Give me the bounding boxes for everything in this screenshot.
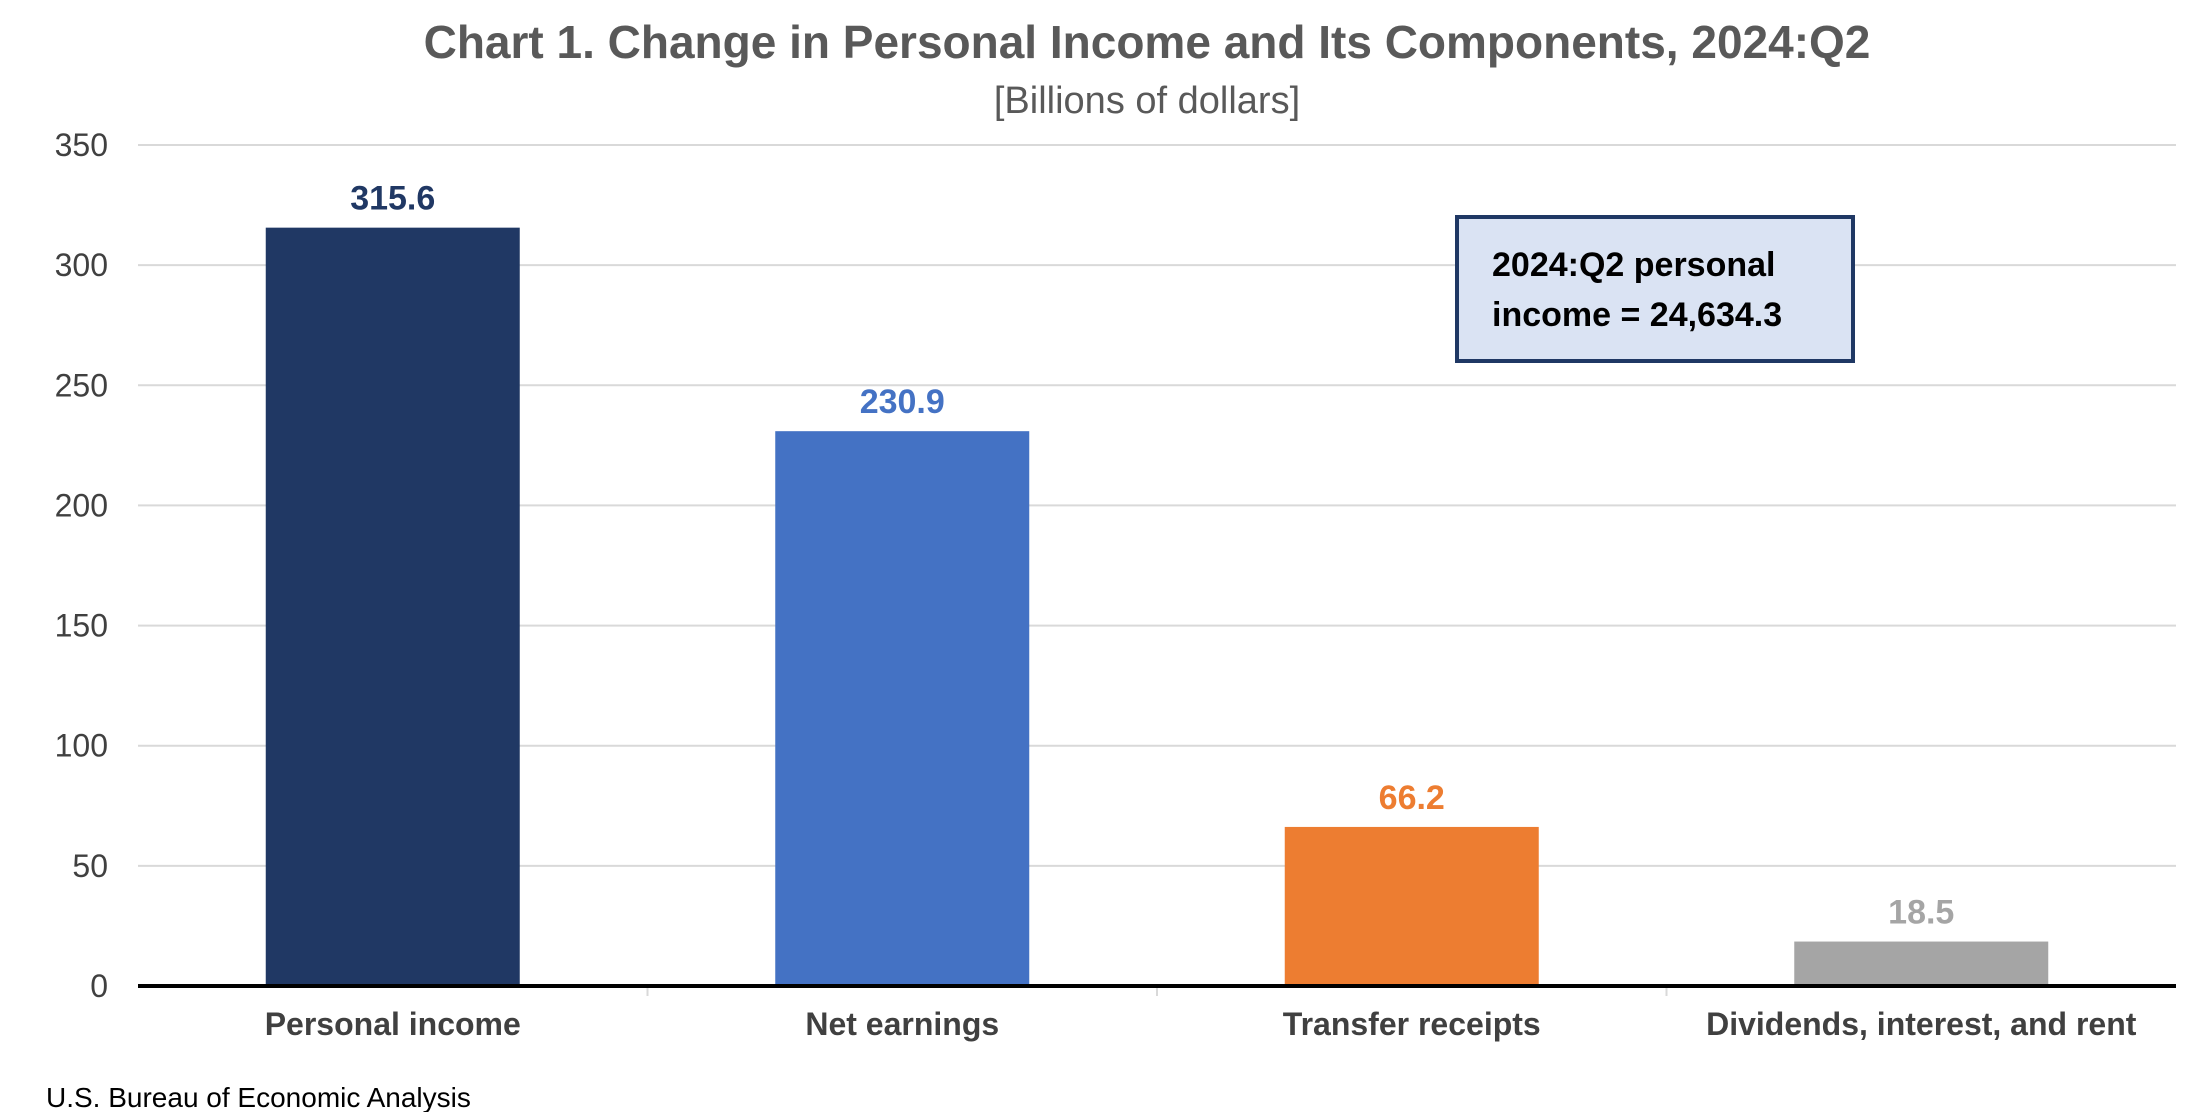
y-tick-label: 200 — [55, 487, 108, 523]
bar — [1794, 941, 2049, 986]
y-axis-ticks: 0 50 100 150 200 250 300 350 — [55, 127, 108, 1004]
data-labels: 315.6 230.9 66.2 18.5 — [350, 180, 1954, 932]
x-category-label: Transfer receipts — [1283, 1006, 1541, 1042]
y-tick-label: 100 — [55, 728, 108, 764]
x-axis — [138, 984, 2176, 996]
data-label: 315.6 — [350, 180, 435, 218]
annotation-box: 2024:Q2 personal income = 24,634.3 — [1455, 215, 1855, 363]
x-category-label: Dividends, interest, and rent — [1706, 1006, 2137, 1042]
y-tick-label: 300 — [55, 247, 108, 283]
bar — [265, 227, 520, 987]
x-axis-categories: Personal income Net earnings Transfer rece… — [265, 1006, 2137, 1042]
y-tick-label: 250 — [55, 367, 108, 403]
annotation-line-2: income = 24,634.3 — [1492, 296, 1782, 334]
y-tick-label: 50 — [72, 848, 108, 884]
y-tick-label: 150 — [55, 608, 108, 644]
bar — [775, 431, 1030, 986]
data-label: 230.9 — [860, 383, 945, 421]
x-category-label: Personal income — [265, 1006, 521, 1042]
bars — [265, 227, 2049, 987]
data-label: 18.5 — [1888, 894, 1954, 932]
annotation-line-1: 2024:Q2 personal — [1492, 246, 1775, 284]
y-tick-label: 0 — [90, 968, 108, 1004]
bar — [1284, 826, 1539, 986]
chart-subtitle: [Billions of dollars] — [994, 80, 1300, 122]
annotation-box-border — [1455, 215, 1855, 363]
chart-title: Chart 1. Change in Personal Income and I… — [424, 16, 1871, 68]
source-note: U.S. Bureau of Economic Analysis — [46, 1082, 471, 1112]
y-tick-label: 350 — [55, 127, 108, 163]
data-label: 66.2 — [1379, 779, 1445, 817]
x-category-label: Net earnings — [805, 1006, 999, 1042]
